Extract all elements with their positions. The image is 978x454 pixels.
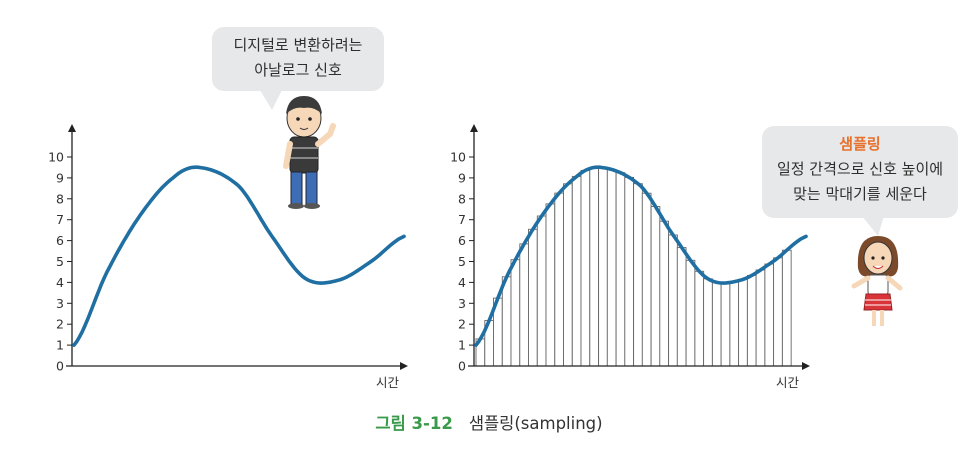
- x-axis-label: 시간: [376, 375, 400, 390]
- sample-bar: [571, 175, 582, 367]
- y-tick-label: 6: [458, 233, 466, 248]
- figure-title: 샘플링(sampling): [468, 414, 603, 433]
- sample-bar: [764, 263, 775, 367]
- y-tick-label: 8: [458, 191, 466, 206]
- sample-bar: [545, 203, 556, 367]
- bubble-line-2: 맞는 막대기를 세운다: [793, 185, 927, 203]
- y-tick-label: 3: [56, 296, 64, 311]
- sample-bar: [746, 274, 757, 367]
- sample-bar: [676, 247, 687, 367]
- sample-bar: [729, 281, 740, 367]
- bubble-line-1: 디지털로 변환하려는: [233, 36, 363, 54]
- y-tick-label: 2: [56, 317, 64, 332]
- sample-bar: [563, 183, 573, 367]
- sample-bar: [659, 220, 669, 367]
- left-chart: 0 1 2 3 4 5 6 7 8 9 10 시간: [48, 124, 408, 390]
- x-axis-arrow-icon: [802, 362, 810, 370]
- sample-bar: [528, 228, 538, 367]
- y-tick-label: 4: [458, 275, 466, 290]
- sample-bar: [668, 234, 678, 367]
- speech-bubble-sampling: 샘플링 일정 간격으로 신호 높이에 맞는 막대기를 세운다: [762, 126, 958, 218]
- figure-number: 그림 3-12: [375, 414, 453, 433]
- y-tick-label: 6: [56, 233, 64, 248]
- sample-bar: [694, 270, 705, 367]
- sample-bar: [519, 243, 529, 367]
- y-tick-label: 10: [48, 150, 64, 165]
- y-tick-label: 9: [458, 170, 466, 185]
- y-tick-label: 2: [458, 317, 466, 332]
- sample-bar: [624, 176, 634, 367]
- y-tick-label: 7: [56, 212, 64, 227]
- sample-bar: [598, 167, 608, 367]
- figure-caption: 그림 3-12 샘플링(sampling): [0, 410, 978, 434]
- y-tick-label: 1: [458, 338, 466, 353]
- y-tick-label: 5: [458, 254, 466, 269]
- y-tick-label: 1: [56, 338, 64, 353]
- x-axis-label: 시간: [776, 375, 800, 390]
- sample-bar: [501, 276, 512, 367]
- sample-bar: [755, 269, 766, 367]
- sample-bar: [510, 259, 521, 367]
- sample-bar: [589, 167, 599, 367]
- y-tick-label: 3: [458, 296, 466, 311]
- sample-bar: [738, 278, 748, 367]
- y-tick-label: 0: [56, 359, 64, 374]
- x-axis-arrow-icon: [400, 362, 408, 370]
- bubble-tail: [862, 216, 884, 236]
- boy-illustration: [283, 96, 336, 209]
- y-axis-arrow-icon: [470, 124, 478, 132]
- y-tick-label: 9: [56, 170, 64, 185]
- girl-illustration: [851, 236, 903, 326]
- y-tick-label: 0: [458, 359, 466, 374]
- y-tick-label: 10: [450, 150, 466, 165]
- sample-bar: [554, 192, 564, 367]
- sample-bar: [720, 282, 731, 367]
- right-chart: 0 1 2 3 4 5 6 7 8 9 10 시간: [450, 124, 810, 390]
- bubble-line-2: 아날로그 신호: [254, 61, 342, 79]
- sample-bar: [536, 215, 547, 367]
- sample-bar: [781, 249, 792, 367]
- sample-bar: [641, 192, 652, 367]
- y-axis-arrow-icon: [68, 124, 76, 132]
- bubble-line-1: 일정 간격으로 신호 높이에: [776, 160, 944, 178]
- y-tick-label: 5: [56, 254, 64, 269]
- sample-bar: [773, 257, 783, 367]
- speech-bubble-analog: 디지털로 변환하려는 아날로그 신호: [212, 27, 384, 91]
- sample-bar: [685, 259, 696, 367]
- bubble-title: 샘플링: [839, 135, 881, 153]
- sample-bar: [580, 169, 591, 367]
- sample-bar: [606, 169, 617, 367]
- sample-bar: [650, 206, 661, 367]
- y-tick-label: 7: [458, 212, 466, 227]
- analog-signal-curve: [474, 165, 808, 347]
- sample-bar: [703, 278, 713, 367]
- bubble-tail: [260, 90, 282, 110]
- analog-signal-curve: [72, 165, 406, 347]
- sample-bar: [633, 183, 643, 367]
- y-tick-label: 8: [56, 191, 64, 206]
- sample-bar: [615, 172, 626, 367]
- sample-bar: [711, 281, 722, 367]
- y-tick-label: 4: [56, 275, 64, 290]
